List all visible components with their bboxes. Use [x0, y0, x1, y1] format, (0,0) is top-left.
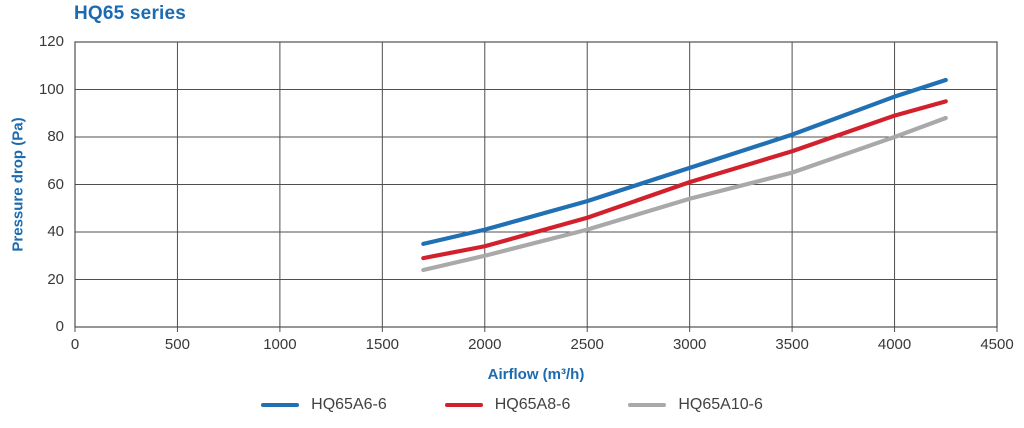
y-tick-label: 120: [38, 33, 64, 50]
series-line-hq65a6-6: [421, 77, 948, 246]
legend-item-hq65a8-6: HQ65A8-6: [444, 396, 571, 414]
y-tick-label: 40: [47, 223, 64, 240]
x-axis-title: Airflow (m³/h): [487, 366, 585, 383]
x-tick-label: 1500: [365, 336, 400, 353]
legend-line-swatch: [444, 403, 483, 407]
y-tick-label: 60: [47, 175, 64, 193]
legend-line-swatch: [628, 403, 667, 407]
y-tick-label: 0: [55, 318, 64, 335]
x-tick-label: 2500: [570, 336, 604, 353]
y-tick-label: 100: [38, 80, 64, 98]
legend-label: HQ65A6-6: [311, 396, 387, 413]
chart-title: HQ65 series: [74, 3, 187, 24]
x-tick-label: 2000: [468, 336, 502, 353]
chart-legend: HQ65A6-6 HQ65A8-6 HQ65A10-6: [0, 396, 1024, 414]
legend-label: HQ65A10-6: [678, 396, 763, 413]
x-tick-label: 1000: [263, 336, 297, 353]
legend-label: HQ65A8-6: [494, 396, 571, 413]
legend-line-swatch: [261, 403, 300, 407]
series-line-hq65a10-6: [421, 115, 948, 273]
x-tick-label: 500: [164, 336, 190, 353]
x-tick-label: 4000: [877, 336, 912, 353]
y-tick-label: 20: [47, 270, 64, 288]
x-tick-label: 3000: [672, 336, 707, 353]
series-line-hq65a8-6: [421, 99, 948, 261]
legend-item-hq65a6-6: HQ65A6-6: [261, 396, 387, 414]
y-axis-ticks: 0 20 40 60 80 100 120: [0, 0, 64, 428]
x-tick-label: 0: [70, 336, 80, 353]
plot-border: [74, 41, 998, 328]
x-tick-label: 4500: [980, 336, 1014, 353]
legend-item-hq65a10-6: HQ65A10-6: [628, 396, 763, 414]
x-tick-label: 3500: [775, 336, 809, 353]
y-tick-label: 80: [47, 128, 64, 145]
y-axis-title: Pressure drop (Pa): [9, 117, 27, 252]
